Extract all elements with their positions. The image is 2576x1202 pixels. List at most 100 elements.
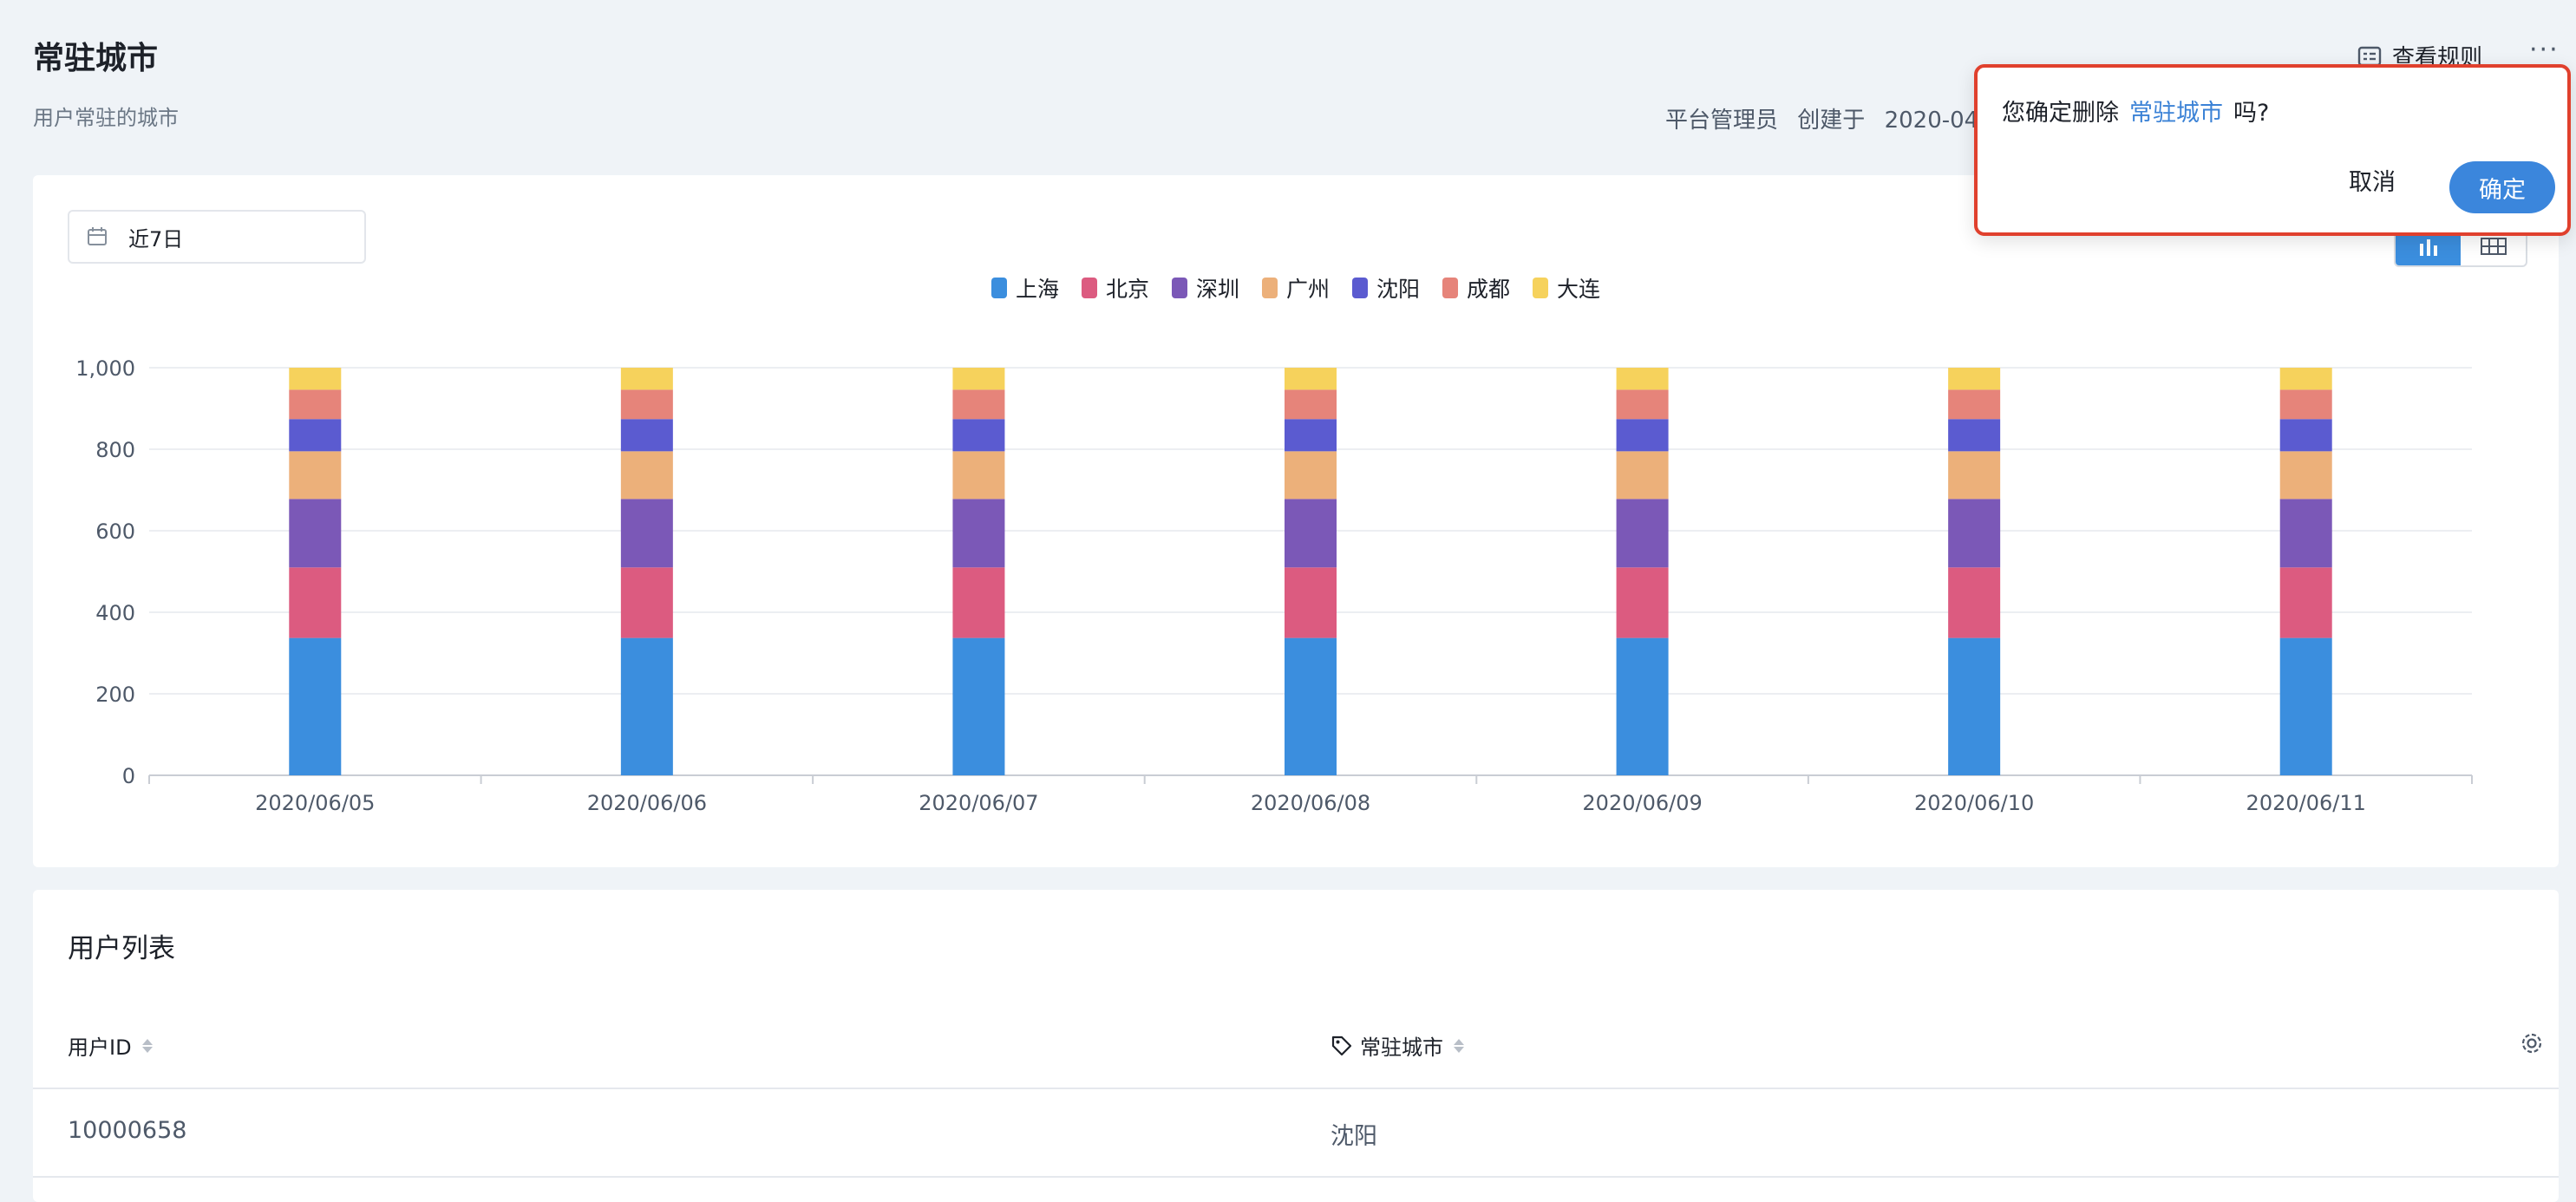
legend-swatch [1442, 278, 1459, 298]
bar-segment-广州 [1285, 451, 1337, 500]
bar-segment-北京 [289, 567, 342, 638]
more-button[interactable]: ··· [2529, 35, 2560, 65]
bar-segment-深圳 [1285, 499, 1337, 568]
bar-segment-北京 [1948, 567, 2001, 638]
bar-segment-深圳 [952, 499, 1005, 568]
column-header-label: 用户ID [68, 1035, 132, 1060]
bar-segment-北京 [2279, 567, 2332, 638]
bar-segment-沈阳 [620, 419, 673, 452]
legend-item[interactable]: 广州 [1261, 272, 1330, 304]
bar-segment-成都 [952, 389, 1005, 420]
gear-icon[interactable] [2519, 1030, 2545, 1056]
legend-label: 广州 [1285, 277, 1330, 302]
bar-segment-成都 [1948, 389, 2001, 420]
column-header-user-id[interactable]: 用户ID [68, 1030, 153, 1061]
cell-city: 沈阳 [1330, 1123, 1377, 1150]
bar-segment-沈阳 [1285, 419, 1337, 452]
bar-segment-成都 [1285, 389, 1337, 420]
confirm-target: 常驻城市 [2129, 100, 2223, 127]
column-header-label: 常驻城市 [1360, 1035, 1443, 1060]
bar-segment-深圳 [289, 499, 342, 568]
date-range-picker[interactable]: 近7日 [68, 210, 366, 264]
bar-segment-成都 [1616, 389, 1669, 420]
chart-card: 近7日 上海 北京 深圳 广州 沈阳 成都 大连 0 200 400 600 800 1,000 202… [33, 175, 2559, 867]
created-value: 2020-04- [1884, 108, 1987, 134]
bar-segment-大连 [1616, 368, 1669, 390]
bar-chart-icon [2419, 239, 2437, 256]
bar-segment-广州 [620, 451, 673, 500]
sort-icon[interactable] [1454, 1038, 1464, 1053]
legend-label: 大连 [1557, 277, 1601, 302]
legend-swatch [991, 278, 1007, 298]
bar-segment-上海 [620, 637, 673, 775]
x-tick-label: 2020/06/05 [255, 791, 375, 815]
confirm-suffix: 吗? [2233, 100, 2270, 127]
legend-swatch [1261, 278, 1278, 298]
bar-segment-上海 [1948, 637, 2001, 775]
y-tick-label: 0 [122, 764, 135, 788]
x-tick-label: 2020/06/09 [1582, 791, 1702, 815]
bar-segment-广州 [289, 451, 342, 500]
delete-confirm-popover: 您确定删除 常驻城市 吗? 取消 确定 [1974, 64, 2571, 236]
bar-segment-上海 [1285, 637, 1337, 775]
bar-segment-大连 [620, 368, 673, 390]
bar-segment-广州 [952, 451, 1005, 500]
bar-segment-大连 [289, 368, 342, 390]
bar-segment-深圳 [1616, 499, 1669, 568]
y-tick-label: 400 [95, 601, 135, 625]
bar-segment-上海 [2279, 637, 2332, 775]
document-icon [2357, 46, 2382, 66]
confirm-prefix: 您确定删除 [2002, 100, 2119, 127]
legend-swatch [1171, 278, 1187, 298]
confirm-message: 您确定删除 常驻城市 吗? [2002, 94, 2269, 127]
tag-icon [1331, 1035, 1352, 1055]
bar-segment-北京 [952, 567, 1005, 638]
y-tick-label: 800 [95, 438, 135, 462]
bar-segment-大连 [2279, 368, 2332, 390]
legend-swatch [1352, 278, 1368, 298]
sort-icon[interactable] [141, 1038, 153, 1053]
header-divider [33, 1088, 2559, 1089]
cancel-button[interactable]: 取消 [2349, 169, 2396, 196]
bar-segment-沈阳 [1616, 419, 1669, 452]
bar-segment-广州 [2279, 451, 2332, 500]
legend-label: 深圳 [1195, 277, 1239, 302]
bar-segment-北京 [620, 567, 673, 638]
confirm-button[interactable]: 确定 [2449, 161, 2555, 213]
legend-swatch [1533, 278, 1549, 298]
table-view-button[interactable] [2461, 227, 2526, 265]
row-divider [33, 1176, 2559, 1178]
legend-item[interactable]: 大连 [1533, 272, 1600, 304]
legend-item[interactable]: 北京 [1081, 272, 1149, 304]
y-tick-label: 600 [95, 519, 135, 544]
chart-legend: 上海 北京 深圳 广州 沈阳 成都 大连 [33, 272, 2559, 304]
y-tick-label: 1,000 [75, 356, 135, 381]
bar-segment-成都 [620, 389, 673, 420]
cell-user-id: 10000658 [68, 1117, 187, 1144]
page-subtitle: 用户常驻的城市 [33, 106, 179, 130]
x-tick-label: 2020/06/11 [2246, 791, 2366, 815]
bar-segment-沈阳 [1948, 419, 2001, 452]
legend-item[interactable]: 沈阳 [1352, 272, 1420, 304]
page-meta: 平台管理员 创建于 2020-04- [1665, 102, 1999, 134]
created-label: 创建于 [1797, 108, 1866, 134]
legend-label: 北京 [1105, 277, 1149, 302]
legend-item[interactable]: 深圳 [1171, 272, 1239, 304]
date-range-value: 近7日 [128, 226, 184, 252]
bar-segment-广州 [1948, 451, 2001, 500]
bar-segment-沈阳 [289, 419, 342, 452]
bar-segment-上海 [1616, 637, 1669, 775]
legend-label: 上海 [1015, 277, 1059, 302]
x-tick-label: 2020/06/07 [919, 791, 1038, 815]
page-title: 常驻城市 [33, 41, 159, 76]
bar-segment-上海 [952, 637, 1005, 775]
column-header-city[interactable]: 常驻城市 [1330, 1030, 1464, 1061]
bar-segment-上海 [289, 637, 342, 775]
bar-segment-深圳 [2279, 499, 2332, 568]
bar-segment-大连 [1285, 368, 1337, 390]
legend-item[interactable]: 成都 [1442, 272, 1510, 304]
legend-item[interactable]: 上海 [991, 272, 1059, 304]
legend-swatch [1081, 278, 1097, 298]
bar-segment-成都 [2279, 389, 2332, 420]
owner-label: 平台管理员 [1665, 108, 1779, 134]
